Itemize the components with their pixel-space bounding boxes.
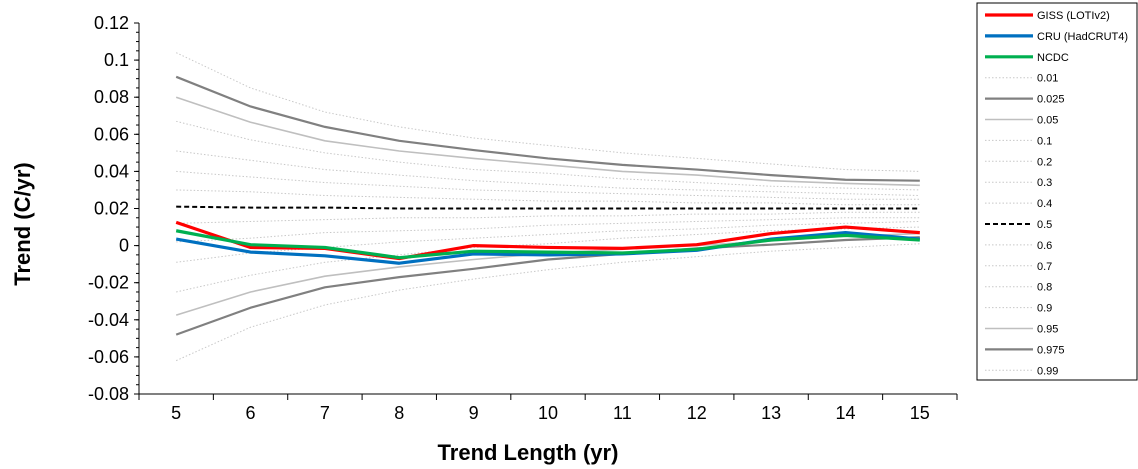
y-tick-label: -0.04 xyxy=(88,310,129,330)
series-line-0-4 xyxy=(176,189,920,206)
series-line-0-6 xyxy=(176,211,920,224)
series-line-0-025 xyxy=(175,75,920,182)
legend-label: 0.95 xyxy=(1037,324,1058,336)
legend: GISS (LOTIv2) CRU (HadCRUT4) NCDC 0.01 0.025… xyxy=(976,2,1138,381)
x-tick-label: 12 xyxy=(687,403,707,423)
legend-label: 0.025 xyxy=(1037,94,1065,106)
legend-label: CRU (HadCRUT4) xyxy=(1037,31,1128,43)
y-axis-title: Trend (C/yr) xyxy=(10,162,35,285)
x-tick-label: 5 xyxy=(171,403,181,423)
x-tick-label: 7 xyxy=(320,403,330,423)
legend-label: 0.05 xyxy=(1037,115,1058,127)
y-tick-label: 0 xyxy=(119,236,129,256)
series-line-0-1 xyxy=(176,120,920,191)
series-line-0-5 xyxy=(176,205,920,210)
x-tick-label: 15 xyxy=(910,403,930,423)
legend-label: 0.3 xyxy=(1037,177,1052,189)
y-tick-label: -0.08 xyxy=(88,384,129,404)
x-tick-label: 14 xyxy=(835,403,855,423)
legend-label: 0.1 xyxy=(1037,135,1052,147)
y-tick-label: 0.12 xyxy=(94,13,129,33)
x-tick-label: 11 xyxy=(613,403,632,423)
x-tick-label: 9 xyxy=(469,403,479,423)
legend-label: 0.9 xyxy=(1037,303,1052,315)
series-line-0-3 xyxy=(176,170,920,200)
series-line-0-7 xyxy=(176,217,920,243)
y-tick-label: 0.08 xyxy=(94,87,129,107)
y-tick-label: -0.06 xyxy=(88,347,129,367)
x-tick-label: 13 xyxy=(761,403,781,423)
x-tick-label: 8 xyxy=(394,403,404,423)
legend-label: 0.01 xyxy=(1037,73,1058,85)
y-tick-label: 0.04 xyxy=(94,161,129,181)
series-line-ncdc xyxy=(175,229,920,260)
legend-label: 0.5 xyxy=(1037,219,1052,231)
y-tick-label: -0.02 xyxy=(88,273,129,293)
legend-label: 0.2 xyxy=(1037,156,1052,168)
y-tick-label: 0.02 xyxy=(94,199,129,219)
y-tick-label: 0.06 xyxy=(94,124,129,144)
x-ticks: 5 6 7 8 9 10 11 12 13 14 15 xyxy=(138,394,958,423)
legend-label: 0.6 xyxy=(1037,240,1052,252)
legend-label: 0.4 xyxy=(1037,198,1052,210)
series-line-0-99 xyxy=(175,243,920,362)
series-line-0-01 xyxy=(175,52,920,172)
legend-label: 0.99 xyxy=(1037,365,1058,377)
x-tick-label: 10 xyxy=(538,403,558,423)
legend-box xyxy=(976,2,1138,381)
plot-series xyxy=(175,52,920,362)
legend-label: 0.7 xyxy=(1037,261,1052,273)
legend-label: 0.8 xyxy=(1037,282,1052,294)
y-tick-label: 0.1 xyxy=(104,50,129,70)
series-line-0-05 xyxy=(175,96,920,187)
legend-label: GISS (LOTIv2) xyxy=(1037,10,1110,22)
x-axis-title: Trend Length (yr) xyxy=(438,440,619,465)
series-line-0-975 xyxy=(175,236,920,336)
x-tick-label: 6 xyxy=(246,403,256,423)
legend-label: NCDC xyxy=(1037,52,1069,64)
legend-label: 0.975 xyxy=(1037,344,1065,356)
y-ticks: 0.12 0.1 0.08 0.06 0.04 0.02 0 -0.02 -0.04 -0.06 -… xyxy=(88,13,139,404)
